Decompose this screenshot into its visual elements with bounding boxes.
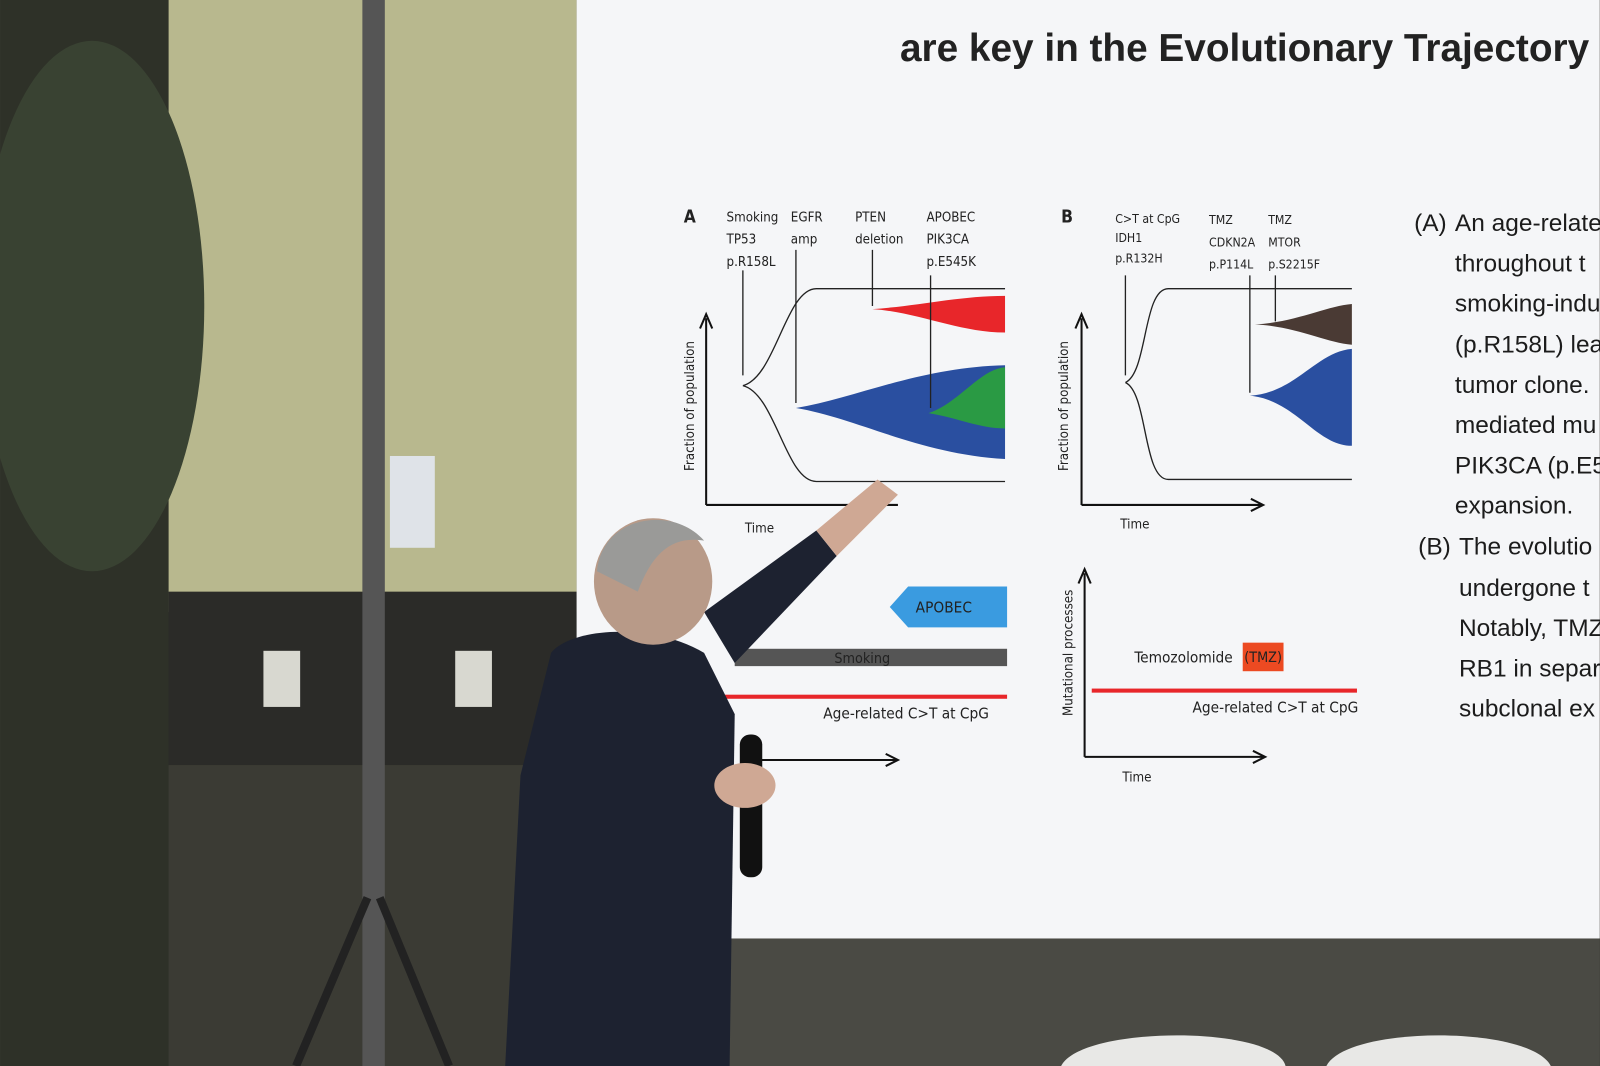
outlet: [455, 650, 492, 707]
event-label: PIK3CA: [926, 233, 969, 248]
event-label: TMZ: [1208, 213, 1233, 227]
process-label: APOBEC: [916, 598, 972, 616]
tripod-leg: [292, 896, 372, 1066]
clone: [928, 367, 1006, 429]
clone: [872, 295, 1006, 333]
event-label: APOBEC: [926, 210, 975, 225]
event-label: CDKN2A: [1209, 235, 1256, 249]
clone-outline: [742, 288, 1006, 483]
clone-outline: [1125, 288, 1352, 481]
caption-line: An age-relate: [1455, 210, 1600, 237]
y-axis-label: Fraction of population: [683, 341, 698, 471]
process-label: Age-related C>T at CpG: [823, 705, 989, 723]
tripod-leg: [375, 896, 453, 1066]
sign: [389, 455, 435, 548]
event-label: PTEN: [855, 210, 886, 225]
presenter-arm: [704, 530, 837, 664]
event-label: p.E545K: [926, 255, 977, 270]
event-label: p.R132H: [1115, 252, 1162, 266]
chair: [1326, 1035, 1551, 1066]
presenter-hand: [816, 479, 898, 556]
caption-line: (p.R158L) lea: [1455, 331, 1600, 358]
event-label: Smoking: [727, 210, 779, 225]
stand-pole: [362, 0, 385, 1066]
event-arrows: [1124, 275, 1277, 393]
process-label: Temozolomide: [1133, 648, 1232, 666]
panel-label: A: [684, 207, 696, 227]
process-label: Smoking: [834, 651, 890, 667]
presenter-hair: [597, 519, 705, 592]
clone: [795, 365, 1006, 460]
event-label: p.S2215F: [1268, 258, 1320, 272]
x-axis-label: Time: [1119, 517, 1149, 532]
process-box: [1242, 642, 1284, 672]
caption-marker: (A): [1414, 210, 1447, 237]
caption-line: The evolutio: [1459, 533, 1592, 560]
caption-line: smoking-indu: [1455, 290, 1600, 317]
axes: [1074, 311, 1266, 512]
caption-line: throughout t: [1455, 251, 1586, 278]
time-arrow: [750, 752, 901, 768]
y-axis-label: Fraction of population: [1057, 341, 1072, 471]
caption-line: subclonal ex: [1459, 695, 1595, 722]
event-label: p.R158L: [727, 255, 776, 270]
event-label: p.P114L: [1209, 258, 1254, 272]
event-label: EGFR: [791, 210, 823, 225]
caption-line: PIK3CA (p.E5: [1455, 453, 1600, 480]
process-arrow: [889, 586, 1008, 628]
event-label: C>T at CpG: [1115, 212, 1180, 226]
event-label: TMZ: [1267, 213, 1292, 227]
process-label: Age-related C>T at CpG: [1192, 698, 1358, 716]
event-label: IDH1: [1115, 231, 1142, 245]
process-line: [719, 694, 1008, 699]
x-axis-label: Time: [744, 521, 774, 536]
caption-line: undergone t: [1459, 575, 1590, 602]
presenter-body: [505, 631, 735, 1066]
process-line: [1091, 688, 1357, 693]
caption-line: Notably, TMZ: [1459, 615, 1600, 642]
event-label: amp: [791, 233, 818, 248]
panel-label: B: [1061, 207, 1073, 227]
event-label: MTOR: [1268, 235, 1301, 249]
event-label: deletion: [855, 233, 903, 248]
caption-line: tumor clone.: [1455, 372, 1590, 399]
presenter-hand: [714, 763, 776, 808]
process-bar: [734, 648, 1008, 667]
y-axis-label: Mutational processes: [1061, 590, 1076, 716]
caption-marker: (B): [1418, 533, 1451, 560]
plant: [0, 40, 205, 572]
slide-title: are key in the Evolutionary Trajectory o: [900, 27, 1600, 70]
clone: [1249, 348, 1352, 446]
caption-line: mediated mu: [1455, 412, 1596, 439]
axes: [1077, 566, 1268, 764]
event-arrows: [742, 249, 932, 409]
x-axis-label: Time: [1121, 770, 1151, 785]
caption-line: RB1 in separ: [1459, 656, 1600, 683]
outlet: [263, 650, 301, 707]
chair: [1061, 1035, 1286, 1066]
clone: [1254, 303, 1352, 345]
process-label: (TMZ): [1244, 650, 1282, 666]
caption-line: expansion.: [1455, 492, 1573, 519]
event-label: TP53: [726, 233, 757, 248]
